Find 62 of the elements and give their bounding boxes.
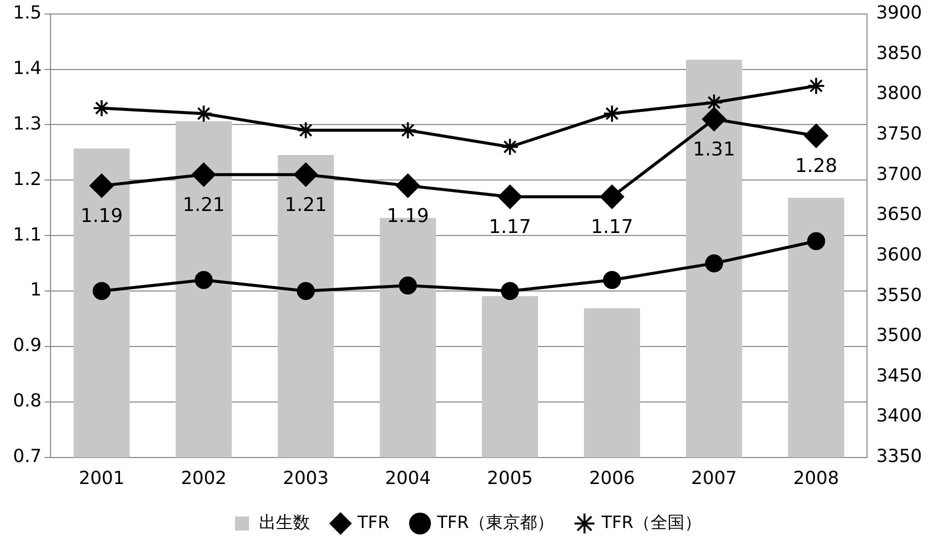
point <box>807 76 826 95</box>
point <box>603 270 622 289</box>
point <box>92 99 111 118</box>
point <box>600 184 624 209</box>
data-label: 1.21 <box>284 194 327 216</box>
data-label: 1.31 <box>692 138 736 161</box>
point <box>603 104 622 123</box>
y-tick-label: 1.3 <box>12 113 42 134</box>
point <box>705 254 724 272</box>
y2-tick-label: 3900 <box>876 2 922 24</box>
y2-tick-label: 3650 <box>876 204 922 226</box>
y-tick-label: 0.9 <box>12 335 42 356</box>
point <box>807 232 826 250</box>
legend-label: TFR <box>356 512 390 533</box>
y2-tick-label: 3550 <box>876 284 922 306</box>
data-label: 1.28 <box>795 155 838 178</box>
x-tick-label: 2007 <box>691 468 737 489</box>
y-tick-label: 1.5 <box>12 2 42 24</box>
x-tick-label: 2001 <box>78 468 125 489</box>
legend-label: TFR（全国） <box>600 512 702 533</box>
y2-tick-label: 3800 <box>876 83 922 104</box>
y2-tick-label: 3850 <box>876 42 922 64</box>
y2-tick-label: 3700 <box>876 164 922 185</box>
y2-tick-label: 3350 <box>876 446 922 468</box>
point <box>500 282 519 300</box>
y2-tick-label: 3600 <box>876 244 922 266</box>
data-label: 1.17 <box>590 216 634 238</box>
x-tick-label: 2003 <box>282 468 329 489</box>
point <box>194 104 213 123</box>
x-tick-label: 2005 <box>487 468 533 489</box>
x-tick-label: 2002 <box>180 468 227 489</box>
data-label: 1.19 <box>386 205 430 228</box>
y2-tick-label: 3500 <box>876 325 922 346</box>
x-tick-label: 2004 <box>384 468 431 489</box>
point <box>92 282 111 300</box>
legend-label: TFR（東京都） <box>436 512 554 533</box>
point <box>296 282 315 300</box>
x-tick-label: 2008 <box>793 468 840 489</box>
point <box>498 184 522 209</box>
point <box>90 174 114 198</box>
point <box>192 162 216 187</box>
point <box>194 270 213 289</box>
x-tick-label: 2006 <box>589 468 635 489</box>
y-tick-label: 1 <box>30 280 42 301</box>
y2-tick-label: 3400 <box>876 406 922 427</box>
data-label: 1.19 <box>80 205 123 228</box>
data-label: 1.17 <box>488 216 532 238</box>
point <box>294 162 318 187</box>
point <box>702 107 726 132</box>
y-tick-label: 1.1 <box>12 224 42 246</box>
legend-label: 出生数 <box>259 512 310 533</box>
y2-tick-label: 3450 <box>876 365 922 386</box>
point <box>396 174 420 198</box>
y-tick-label: 1.2 <box>12 168 42 190</box>
data-label: 1.21 <box>182 194 225 216</box>
y2-tick-label: 3750 <box>876 123 922 144</box>
point <box>804 124 828 148</box>
point <box>398 276 417 295</box>
y-tick-label: 0.8 <box>12 390 42 412</box>
y-tick-label: 1.4 <box>12 58 42 79</box>
point <box>500 138 519 156</box>
y-tick-label: 0.7 <box>12 446 42 468</box>
